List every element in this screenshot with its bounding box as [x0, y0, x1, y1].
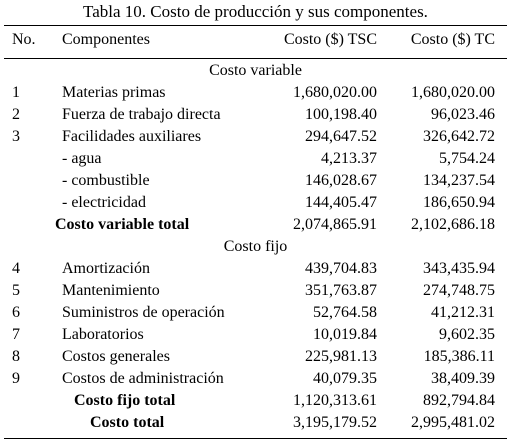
variable-total-tc: 2,102,686.18	[411, 216, 495, 233]
row-cost-tc: 9,602.35	[439, 326, 495, 343]
row-cost-tc: 326,642.72	[423, 128, 495, 145]
row-name: - electricidad	[62, 194, 146, 211]
grand-total-tsc: 3,195,179.52	[293, 414, 377, 431]
row-cost-tsc: 52,764.58	[313, 304, 377, 321]
grand-total-tc: 2,995,481.02	[411, 414, 495, 431]
variable-total-label: Costo variable total	[55, 216, 190, 233]
fixed-total-tsc: 1,120,313.61	[293, 392, 377, 409]
grand-total-label: Costo total	[90, 414, 165, 431]
row-no: 9	[12, 370, 20, 387]
row-name: Mantenimiento	[62, 282, 160, 299]
header-cost-tsc: Costo ($) TSC	[283, 31, 377, 48]
row-cost-tsc: 4,213.37	[321, 150, 377, 167]
row-name: Costos generales	[62, 348, 170, 365]
grand-total-row: Costo total 3,195,179.52 2,995,481.02	[0, 412, 511, 434]
table-row: 2 Fuerza de trabajo directa 100,198.40 9…	[0, 104, 511, 126]
row-cost-tsc: 144,405.47	[305, 194, 377, 211]
section-title-fixed: Costo fijo	[223, 238, 288, 255]
row-no: 6	[12, 304, 20, 321]
row-name: Facilidades auxiliares	[62, 128, 202, 145]
row-cost-tsc: 294,647.52	[305, 128, 377, 145]
fixed-total-label: Costo fijo total	[74, 392, 176, 409]
row-name: Laboratorios	[62, 326, 144, 343]
table-row: 4 Amortización 439,704.83 343,435.94	[0, 258, 511, 280]
table-row: - electricidad 144,405.47 186,650.94	[0, 192, 511, 214]
row-cost-tc: 134,237.54	[423, 172, 495, 189]
header-no: No.	[12, 31, 36, 48]
row-name: - agua	[62, 150, 102, 167]
fixed-total-tc: 892,794.84	[423, 392, 495, 409]
header-components: Componentes	[62, 31, 150, 48]
row-no: 3	[12, 128, 20, 145]
variable-total-tsc: 2,074,865.91	[293, 216, 377, 233]
row-cost-tsc: 225,981.13	[305, 348, 377, 365]
table-caption: Tabla 10. Costo de producción y sus comp…	[83, 2, 428, 21]
fixed-total-row: Costo fijo total 1,120,313.61 892,794.84	[0, 390, 511, 412]
row-cost-tsc: 439,704.83	[305, 260, 377, 277]
row-name: Suministros de operación	[62, 304, 225, 321]
row-no: 2	[12, 106, 20, 123]
table-row: 8 Costos generales 225,981.13 185,386.11	[0, 346, 511, 368]
table-row: 5 Mantenimiento 351,763.87 274,748.75	[0, 280, 511, 302]
table-row: - agua 4,213.37 5,754.24	[0, 148, 511, 170]
row-cost-tc: 185,386.11	[423, 348, 495, 365]
row-name: Fuerza de trabajo directa	[62, 106, 221, 123]
row-no: 8	[12, 348, 20, 365]
row-cost-tsc: 10,019.84	[313, 326, 377, 343]
table-row: 7 Laboratorios 10,019.84 9,602.35	[0, 324, 511, 346]
section-title-variable: Costo variable	[209, 62, 302, 79]
row-cost-tsc: 40,079.35	[313, 370, 377, 387]
row-name: Costos de administración	[62, 370, 224, 387]
row-cost-tsc: 1,680,020.00	[293, 84, 377, 101]
table-row: 3 Facilidades auxiliares 294,647.52 326,…	[0, 126, 511, 148]
row-cost-tc: 41,212.31	[431, 304, 495, 321]
row-name: Amortización	[62, 260, 150, 277]
row-cost-tc: 186,650.94	[423, 194, 495, 211]
row-no: 4	[12, 260, 20, 277]
row-name: - combustible	[62, 172, 150, 189]
row-cost-tc: 274,748.75	[423, 282, 495, 299]
table-row: 9 Costos de administración 40,079.35 38,…	[0, 368, 511, 390]
row-no: 1	[12, 84, 20, 101]
row-cost-tc: 1,680,020.00	[411, 84, 495, 101]
row-cost-tc: 96,023.46	[431, 106, 495, 123]
row-no: 7	[12, 326, 20, 343]
table-row: - combustible 146,028.67 134,237.54	[0, 170, 511, 192]
table-row: 6 Suministros de operación 52,764.58 41,…	[0, 302, 511, 324]
row-cost-tc: 38,409.39	[431, 370, 495, 387]
row-cost-tc: 5,754.24	[439, 150, 495, 167]
header-row: No. Componentes Costo ($) TSC Costo ($) …	[0, 29, 511, 51]
row-name: Materias primas	[62, 84, 166, 101]
row-cost-tsc: 351,763.87	[305, 282, 377, 299]
header-rule	[4, 58, 507, 59]
header-cost-tc: Costo ($) TC	[410, 31, 495, 48]
table-row: 1 Materias primas 1,680,020.00 1,680,020…	[0, 82, 511, 104]
top-rule	[4, 25, 507, 26]
bottom-rule	[4, 438, 507, 439]
row-no: 5	[12, 282, 20, 299]
row-cost-tsc: 146,028.67	[305, 172, 377, 189]
row-cost-tsc: 100,198.40	[305, 106, 377, 123]
variable-total-row: Costo variable total 2,074,865.91 2,102,…	[0, 214, 511, 236]
row-cost-tc: 343,435.94	[423, 260, 495, 277]
